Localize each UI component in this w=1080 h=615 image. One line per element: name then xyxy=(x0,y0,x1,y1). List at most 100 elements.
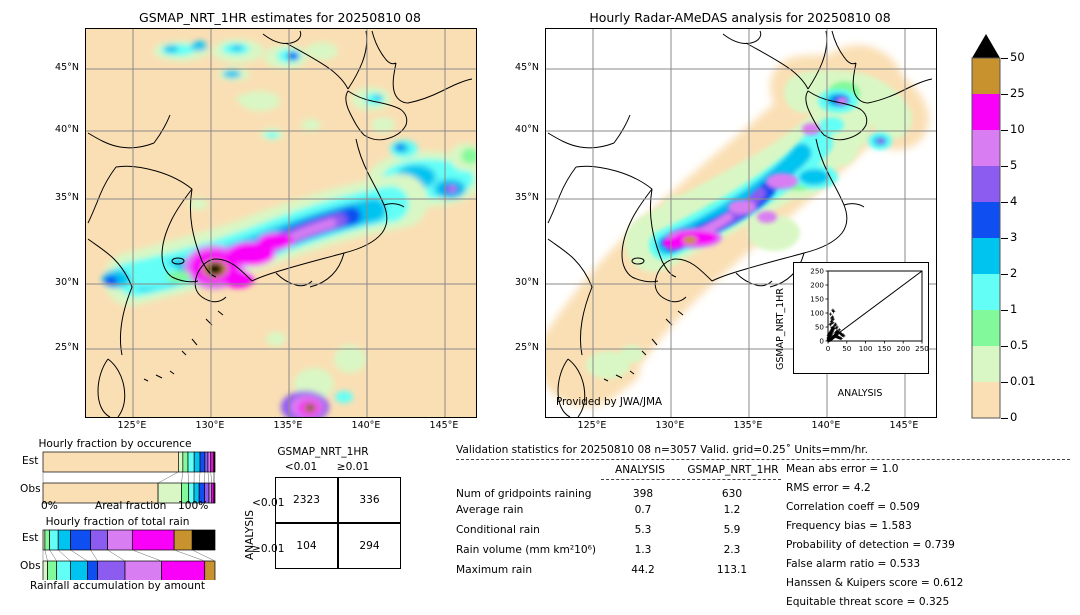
left-lat-tick-25: 25°N xyxy=(33,342,79,353)
right-map-title: Hourly Radar-AMeDAS analysis for 2025081… xyxy=(545,10,935,25)
scatter-xtick: 250 xyxy=(915,344,928,353)
bar-segment xyxy=(70,561,87,580)
colorbar-label-5: 5 xyxy=(1010,158,1017,172)
score-equitable-threat: Equitable threat score = 0.325 xyxy=(786,596,963,615)
colorbar-tick xyxy=(1001,382,1008,383)
validation-analysis-2: 5.3 xyxy=(604,520,682,540)
colorbar-label-25: 25 xyxy=(1010,86,1025,100)
validation-stats-table: Num of gridpoints raining 398 630 Averag… xyxy=(456,488,782,580)
bin-connector xyxy=(181,472,182,483)
validation-analysis-3: 1.3 xyxy=(604,540,682,560)
scatter-ytick: 100 xyxy=(810,309,824,318)
colorbar-tick xyxy=(1001,418,1008,419)
colorbar-label-0: 0 xyxy=(1010,410,1017,424)
bar-segment xyxy=(192,530,215,550)
bar-segment xyxy=(87,561,97,580)
bar-segment xyxy=(205,561,215,580)
bin-connector xyxy=(158,472,178,483)
scatter-xtick: 100 xyxy=(859,344,873,353)
occurrence-chart-svg xyxy=(10,450,225,505)
bar-segment xyxy=(214,452,215,472)
colorbar-label-2: 2 xyxy=(1010,266,1017,280)
totalrain-chart-title: Hourly fraction of total rain xyxy=(10,516,225,528)
scatter-ytick: 0 xyxy=(819,337,824,346)
bar-segment xyxy=(91,530,108,550)
bar-segment xyxy=(43,452,178,472)
score-false-alarm-ratio: False alarm ratio = 0.533 xyxy=(786,558,963,577)
bin-connector xyxy=(188,472,189,483)
right-lat-tick-40: 40°N xyxy=(493,124,539,135)
score-correlation-coeff: Correlation coeff = 0.509 xyxy=(786,501,963,520)
contingency-col-header: GSMAP_NRT_1HR xyxy=(268,446,378,458)
colorbar-label-0_01: 0.01 xyxy=(1010,374,1036,388)
occurrence-axis-label: Areal fraction xyxy=(95,500,166,512)
right-lon-tick-130: 130°E xyxy=(648,420,692,431)
bin-connector xyxy=(192,550,215,561)
occurrence-axis-min: 0% xyxy=(41,500,58,512)
right-lat-tick-25: 25°N xyxy=(493,342,539,353)
bar-segment xyxy=(200,452,205,472)
bar-segment xyxy=(48,561,57,580)
bar-segment xyxy=(208,452,211,472)
occurrence-chart-title: Hourly fraction by occurence xyxy=(10,438,220,450)
right-lat-tick-30: 30°N xyxy=(493,277,539,288)
totalrain-chart-svg xyxy=(10,528,225,580)
validation-analysis-0: 398 xyxy=(604,488,682,500)
right-lat-tick-35: 35°N xyxy=(493,192,539,203)
totalrain-row-label-obs: Obs xyxy=(20,560,41,572)
bar-segment xyxy=(50,530,59,550)
colorbar-label-4: 4 xyxy=(1010,194,1017,208)
colorbar-label-10: 10 xyxy=(1010,122,1025,136)
totalrain-chart[interactable] xyxy=(10,528,225,580)
left-lat-tick-40: 40°N xyxy=(33,124,79,135)
validation-table: Num of gridpoints raining 398 630 Averag… xyxy=(456,488,782,580)
occurrence-axis-max: 100% xyxy=(178,500,208,512)
bar-segment xyxy=(57,561,71,580)
validation-analysis-1: 0.7 xyxy=(604,500,682,520)
bin-connector xyxy=(208,472,209,483)
bin-connector xyxy=(91,550,98,561)
left-map[interactable] xyxy=(85,28,477,418)
bin-connector xyxy=(211,472,212,483)
colorbar-tick xyxy=(1001,274,1008,275)
bar-segment xyxy=(58,530,70,550)
bar-segment xyxy=(161,561,204,580)
left-lon-tick-125: 125°E xyxy=(110,420,154,431)
occurrence-chart[interactable] xyxy=(10,450,225,505)
scatter-ylabel: GSMAP_NRT_1HR xyxy=(775,370,857,381)
left-lon-tick-145: 145°E xyxy=(422,420,466,431)
contingency-cell-1-1: 294 xyxy=(338,523,401,569)
validation-gsmap-3: 2.3 xyxy=(682,540,782,560)
validation-label-0: Num of gridpoints raining xyxy=(456,488,604,500)
bin-connector xyxy=(199,472,200,483)
left-lat-tick-35: 35°N xyxy=(33,192,79,203)
colorbar-label-3: 3 xyxy=(1010,230,1017,244)
bar-segment xyxy=(71,530,91,550)
scatter-ytick: 150 xyxy=(810,295,824,304)
contingency-cell-0-1: 336 xyxy=(338,477,401,523)
right-lon-tick-135: 135°E xyxy=(726,420,770,431)
colorbar-tick xyxy=(1001,166,1008,167)
bar-segment xyxy=(205,452,208,472)
bin-connector xyxy=(45,550,48,561)
totalrain-axis-label: Rainfall accumulation by amount xyxy=(10,580,225,592)
contingency-cell-1-0: 104 xyxy=(275,523,338,569)
validation-col-header-analysis: ANALYSIS xyxy=(605,464,675,476)
validation-analysis-4: 44.2 xyxy=(604,560,682,580)
table-row: Conditional rain 5.3 5.9 xyxy=(456,520,782,540)
bin-connector xyxy=(71,550,88,561)
colorbar-tick xyxy=(1001,130,1008,131)
validation-gsmap-0: 630 xyxy=(682,488,782,500)
colorbar-label-0_5: 0.5 xyxy=(1010,338,1028,352)
bar-segment xyxy=(43,561,48,580)
right-lat-tick-45: 45°N xyxy=(493,62,539,73)
bar-segment xyxy=(194,452,200,472)
colorbar-tick xyxy=(1001,346,1008,347)
bin-connector xyxy=(108,550,125,561)
bar-segment xyxy=(174,530,192,550)
bar-segment xyxy=(132,530,174,550)
right-lon-tick-125: 125°E xyxy=(570,420,614,431)
map-credit: Provided by JWA/JMA xyxy=(556,396,662,408)
